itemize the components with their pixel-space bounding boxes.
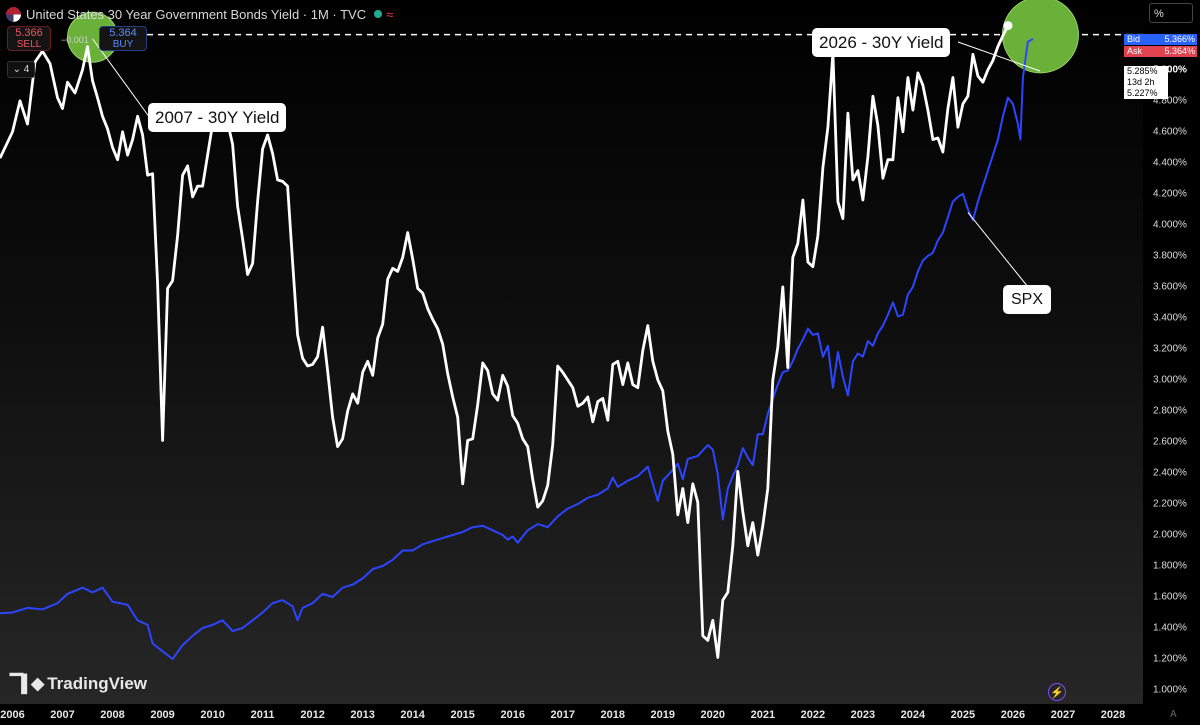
series-line-spx <box>0 37 1034 660</box>
sell-label: SELL <box>16 39 42 50</box>
x-tick-label: 2014 <box>400 709 425 721</box>
y-tick-label: 4.800% <box>1153 95 1187 107</box>
reference-price-tag: 5.227% <box>1124 88 1168 99</box>
callout-leader-line <box>92 38 151 119</box>
chevron-down-icon: ⌄ <box>12 64 22 75</box>
symbol-title: United States 30 Year Government Bonds Y… <box>26 6 367 22</box>
callout-2007-yield: 2007 - 30Y Yield <box>148 103 287 132</box>
ask-tag: Ask 5.364% <box>1124 46 1197 57</box>
y-tick-label: 5.000% <box>1153 64 1187 76</box>
x-tick-label: 2008 <box>100 709 125 721</box>
x-tick-label: 2015 <box>450 709 475 721</box>
x-tick-label: 2017 <box>550 709 575 721</box>
x-tick-label: 2021 <box>750 709 776 721</box>
x-tick-label: 2019 <box>650 709 676 721</box>
y-tick-label: 1.000% <box>1153 684 1187 696</box>
ask-label: Ask <box>1124 46 1148 57</box>
tradingview-logo: ▔▌◆ TradingView <box>10 674 147 694</box>
y-tick-label: 2.600% <box>1153 436 1187 448</box>
y-tick-label: 1.200% <box>1153 653 1187 665</box>
x-tick-label: 2009 <box>150 709 175 721</box>
price-scale[interactable] <box>1143 0 1200 704</box>
y-tick-label: 3.400% <box>1153 312 1187 324</box>
x-tick-label: 2027 <box>1050 709 1076 721</box>
y-tick-label: 3.800% <box>1153 250 1187 262</box>
y-tick-label: 3.600% <box>1153 281 1187 293</box>
y-tick-label: 3.000% <box>1153 374 1187 386</box>
ask-value: 5.364% <box>1148 46 1197 57</box>
y-tick-label: 4.000% <box>1153 219 1187 231</box>
y-tick-label: 1.400% <box>1153 622 1187 634</box>
logo-text: TradingView <box>47 674 148 693</box>
x-tick-label: 2020 <box>700 709 726 721</box>
callout-spx: SPX <box>1003 285 1052 314</box>
y-tick-label: 4.400% <box>1153 157 1187 169</box>
bid-tag: Bid 5.366% <box>1124 34 1197 45</box>
callout-2026-yield: 2026 - 30Y Yield <box>812 28 951 57</box>
x-tick-label: 2010 <box>200 709 225 721</box>
callout-leader-line <box>967 212 1029 288</box>
x-tick-label: 2028 <box>1100 709 1126 721</box>
x-tick-label: 2018 <box>600 709 626 721</box>
x-tick-label: 2026 <box>1000 709 1026 721</box>
collapse-indicators-button[interactable]: ⌄ 4 <box>7 61 35 78</box>
x-tick-label: 2011 <box>250 709 275 721</box>
series-line-yield <box>0 24 1010 659</box>
unit-selector[interactable]: % <box>1149 3 1193 23</box>
last-price-tag: 5.285% <box>1124 66 1168 77</box>
x-tick-label: 2012 <box>300 709 325 721</box>
x-tick-label: 2025 <box>950 709 976 721</box>
sell-button[interactable]: 5.366 SELL <box>7 26 51 51</box>
x-tick-label: 2023 <box>850 709 876 721</box>
x-tick-label: 2006 <box>0 709 25 721</box>
us-flag-icon <box>6 6 21 22</box>
y-tick-label: 2.400% <box>1153 467 1187 479</box>
symbol-header[interactable]: United States 30 Year Government Bonds Y… <box>6 5 393 23</box>
auto-scale-icon[interactable]: A <box>1170 709 1177 720</box>
bid-label: Bid <box>1124 34 1148 45</box>
buy-label: BUY <box>112 39 134 50</box>
flash-icon[interactable]: ⚡ <box>1048 683 1066 701</box>
callout-leader-line <box>957 41 1041 72</box>
y-tick-label: 2.000% <box>1153 529 1187 541</box>
last-point-marker <box>1003 21 1013 31</box>
sell-price: 5.366 <box>15 27 43 39</box>
buy-button[interactable]: 5.364 BUY <box>99 26 147 51</box>
time-scale[interactable] <box>0 704 1200 725</box>
x-tick-label: 2016 <box>500 709 525 721</box>
y-tick-label: 2.200% <box>1153 498 1187 510</box>
bid-value: 5.366% <box>1148 34 1197 45</box>
y-tick-label: 1.800% <box>1153 560 1187 572</box>
x-tick-label: 2024 <box>900 709 926 721</box>
x-tick-label: 2013 <box>350 709 375 721</box>
market-open-dot-icon <box>374 10 383 18</box>
spread-value: −0.001 <box>61 35 89 45</box>
wave-icon: ≈ <box>386 6 394 22</box>
indicator-count: 4 <box>23 64 30 75</box>
y-tick-label: 4.600% <box>1153 126 1187 138</box>
bar-countdown-tag: 13d 2h <box>1124 77 1168 88</box>
y-tick-label: 3.200% <box>1153 343 1187 355</box>
y-tick-label: 4.200% <box>1153 188 1187 200</box>
x-tick-label: 2007 <box>50 709 75 721</box>
buy-price: 5.364 <box>109 27 137 39</box>
y-tick-label: 1.600% <box>1153 591 1187 603</box>
tradingview-mark-icon: ▔▌◆ <box>10 674 44 693</box>
y-tick-label: 2.800% <box>1153 405 1187 417</box>
x-tick-label: 2022 <box>800 709 826 721</box>
